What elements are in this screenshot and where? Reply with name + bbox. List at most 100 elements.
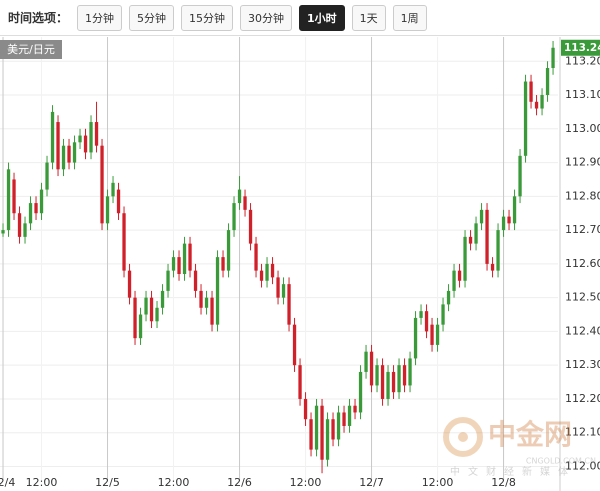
watermark-tagline: 中文财经新媒体: [450, 465, 576, 478]
candle-body: [127, 270, 132, 298]
candle-body: [276, 277, 280, 298]
x-tick-label: 12:00: [158, 476, 190, 489]
x-tick-label: 12/4: [0, 476, 15, 489]
candle-body: [50, 111, 55, 163]
candle-body: [331, 419, 335, 440]
candle-body: [419, 311, 423, 318]
candle-body: [171, 257, 176, 271]
candle-body: [353, 405, 357, 413]
candle-body: [380, 365, 385, 399]
candle-body: [342, 412, 346, 426]
candle-body: [254, 243, 258, 271]
y-tick-label: 112.10: [565, 426, 600, 439]
candle-body: [452, 270, 456, 291]
interval-button[interactable]: 1小时: [299, 4, 345, 31]
candle-body: [78, 135, 82, 143]
candle-body: [303, 398, 308, 420]
candle-body: [463, 236, 467, 281]
interval-button[interactable]: 30分钟: [240, 4, 293, 31]
toolbar: 时间选项： 1分钟 5分钟 15分钟 30分钟 1小时 1天 1周: [0, 0, 600, 36]
candle-body: [358, 371, 363, 413]
candle-body: [144, 297, 148, 315]
candle-body: [512, 196, 517, 224]
candle-body: [160, 290, 165, 308]
candle-body: [309, 419, 313, 450]
candle-body: [67, 145, 71, 163]
candle-body: [270, 263, 275, 278]
candle-body: [122, 213, 126, 271]
candle-body: [292, 324, 297, 366]
candle-body: [89, 122, 93, 153]
candle-body: [347, 405, 352, 426]
candle-body: [138, 314, 143, 339]
candle-body: [111, 182, 115, 197]
candle-body: [325, 419, 330, 460]
candle-body: [166, 270, 170, 291]
candle-body: [56, 122, 60, 170]
y-tick-label: 112.00: [565, 459, 600, 472]
candle-body: [116, 189, 121, 214]
toolbar-label: 时间选项：: [8, 11, 69, 25]
candle-body: [182, 243, 187, 275]
candle-body: [540, 95, 544, 109]
candle-body: [105, 196, 110, 224]
candle-body: [507, 216, 511, 224]
candle-body: [501, 216, 506, 231]
candle-body: [248, 209, 253, 244]
candle-body: [402, 365, 407, 386]
candle-body: [314, 405, 319, 450]
candle-body: [474, 223, 478, 244]
x-tick-label: 12/6: [227, 476, 252, 489]
candle-body: [430, 324, 434, 345]
y-tick-label: 112.50: [565, 291, 600, 304]
candle-body: [496, 230, 500, 271]
interval-button[interactable]: 1分钟: [77, 4, 123, 31]
candle-body: [94, 122, 99, 146]
y-tick-label: 113.00: [565, 122, 600, 135]
candle-body: [210, 297, 214, 325]
y-tick-label: 113.20: [565, 54, 600, 67]
interval-button[interactable]: 1周: [392, 4, 427, 31]
candle-body: [221, 257, 225, 271]
watermark-domain: CNGOLD.COM.CN: [526, 457, 596, 466]
candle-body: [281, 284, 286, 298]
candle-body: [12, 179, 16, 214]
interval-button[interactable]: 1天: [351, 4, 386, 31]
candle-body: [232, 203, 236, 231]
interval-button[interactable]: 5分钟: [129, 4, 175, 31]
candle-body: [534, 101, 539, 109]
x-tick-label: 12/8: [491, 476, 516, 489]
candle-body: [237, 189, 242, 204]
candle-body: [408, 358, 412, 386]
candle-body: [193, 270, 198, 291]
x-tick-label: 12:00: [26, 476, 58, 489]
candle-body: [243, 196, 247, 210]
candle-body: [17, 213, 22, 237]
pair-label: 美元/日元: [7, 43, 55, 56]
y-tick-label: 112.90: [565, 156, 600, 169]
candle-body: [397, 365, 401, 393]
candle-body: [149, 297, 154, 322]
candle-body: [133, 297, 137, 339]
candle-body: [188, 243, 192, 271]
candle-body: [204, 297, 209, 308]
candle-body: [320, 405, 324, 460]
last-price-label: 113.24: [564, 42, 600, 54]
x-tick-label: 12:00: [422, 476, 454, 489]
candle-body: [523, 81, 528, 156]
candle-body: [485, 209, 489, 264]
candle-body: [441, 304, 445, 325]
candle-body: [375, 365, 379, 386]
candle-body: [435, 324, 440, 345]
candle-body: [336, 412, 341, 440]
candle-body: [424, 311, 429, 332]
candle-body: [199, 290, 203, 308]
interval-button[interactable]: 15分钟: [181, 4, 234, 31]
last-price-box: [561, 39, 600, 56]
candle-body: [45, 162, 49, 190]
candle-body: [446, 290, 451, 305]
candle-body: [34, 203, 38, 214]
